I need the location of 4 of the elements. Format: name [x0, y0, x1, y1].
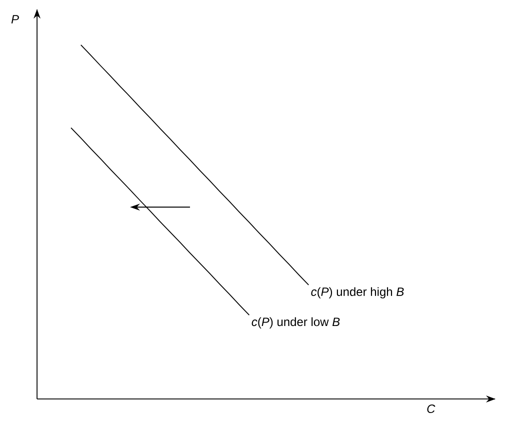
series-label: c(P) under high B — [311, 287, 404, 298]
y-axis-title: P — [11, 15, 19, 24]
text: C — [427, 404, 436, 414]
series-label: c(P) under low B — [252, 317, 340, 328]
